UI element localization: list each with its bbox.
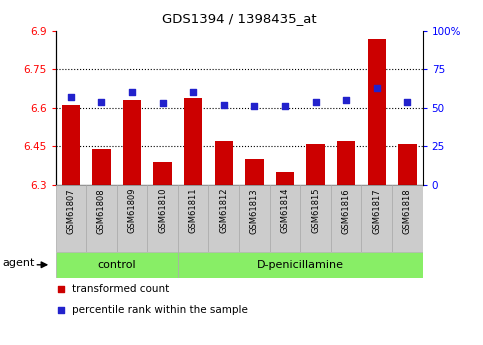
Bar bbox=[392, 185, 423, 252]
Bar bbox=[209, 185, 239, 252]
Bar bbox=[62, 105, 80, 185]
Text: GSM61811: GSM61811 bbox=[189, 188, 198, 234]
Bar bbox=[337, 141, 355, 185]
Bar bbox=[368, 39, 386, 185]
Bar bbox=[154, 161, 172, 185]
Point bbox=[403, 99, 411, 105]
Bar bbox=[178, 252, 423, 278]
Point bbox=[67, 94, 75, 100]
Point bbox=[98, 99, 105, 105]
Bar bbox=[239, 185, 270, 252]
Bar bbox=[214, 141, 233, 185]
Text: transformed count: transformed count bbox=[72, 284, 170, 294]
Text: GSM61810: GSM61810 bbox=[158, 188, 167, 234]
Text: GSM61807: GSM61807 bbox=[66, 188, 75, 234]
Point bbox=[128, 90, 136, 95]
Bar bbox=[86, 185, 117, 252]
Point bbox=[342, 97, 350, 103]
Bar bbox=[184, 98, 202, 185]
Bar bbox=[361, 185, 392, 252]
Text: agent: agent bbox=[3, 258, 35, 268]
Text: GSM61808: GSM61808 bbox=[97, 188, 106, 234]
Text: percentile rank within the sample: percentile rank within the sample bbox=[72, 305, 248, 315]
Bar bbox=[92, 149, 111, 185]
Bar bbox=[123, 100, 141, 185]
Bar bbox=[56, 185, 86, 252]
Text: GSM61817: GSM61817 bbox=[372, 188, 381, 234]
Bar bbox=[331, 185, 361, 252]
Text: GSM61816: GSM61816 bbox=[341, 188, 351, 234]
Bar bbox=[117, 185, 147, 252]
Text: control: control bbox=[98, 260, 136, 270]
Point bbox=[57, 287, 65, 292]
Bar bbox=[398, 144, 416, 185]
Point bbox=[312, 99, 319, 105]
Bar bbox=[56, 252, 178, 278]
Bar bbox=[306, 144, 325, 185]
Text: GDS1394 / 1398435_at: GDS1394 / 1398435_at bbox=[162, 12, 316, 25]
Text: GSM61818: GSM61818 bbox=[403, 188, 412, 234]
Bar bbox=[178, 185, 209, 252]
Text: D-penicillamine: D-penicillamine bbox=[257, 260, 344, 270]
Point bbox=[189, 90, 197, 95]
Text: GSM61812: GSM61812 bbox=[219, 188, 228, 234]
Bar bbox=[245, 159, 264, 185]
Point bbox=[251, 104, 258, 109]
Bar bbox=[276, 172, 294, 185]
Point bbox=[57, 307, 65, 313]
Text: GSM61815: GSM61815 bbox=[311, 188, 320, 234]
Text: GSM61813: GSM61813 bbox=[250, 188, 259, 234]
Point bbox=[373, 85, 381, 91]
Bar bbox=[300, 185, 331, 252]
Text: GSM61814: GSM61814 bbox=[281, 188, 289, 234]
Point bbox=[159, 100, 167, 106]
Point bbox=[220, 102, 227, 108]
Point bbox=[281, 104, 289, 109]
Bar bbox=[147, 185, 178, 252]
Bar bbox=[270, 185, 300, 252]
Text: GSM61809: GSM61809 bbox=[128, 188, 137, 234]
